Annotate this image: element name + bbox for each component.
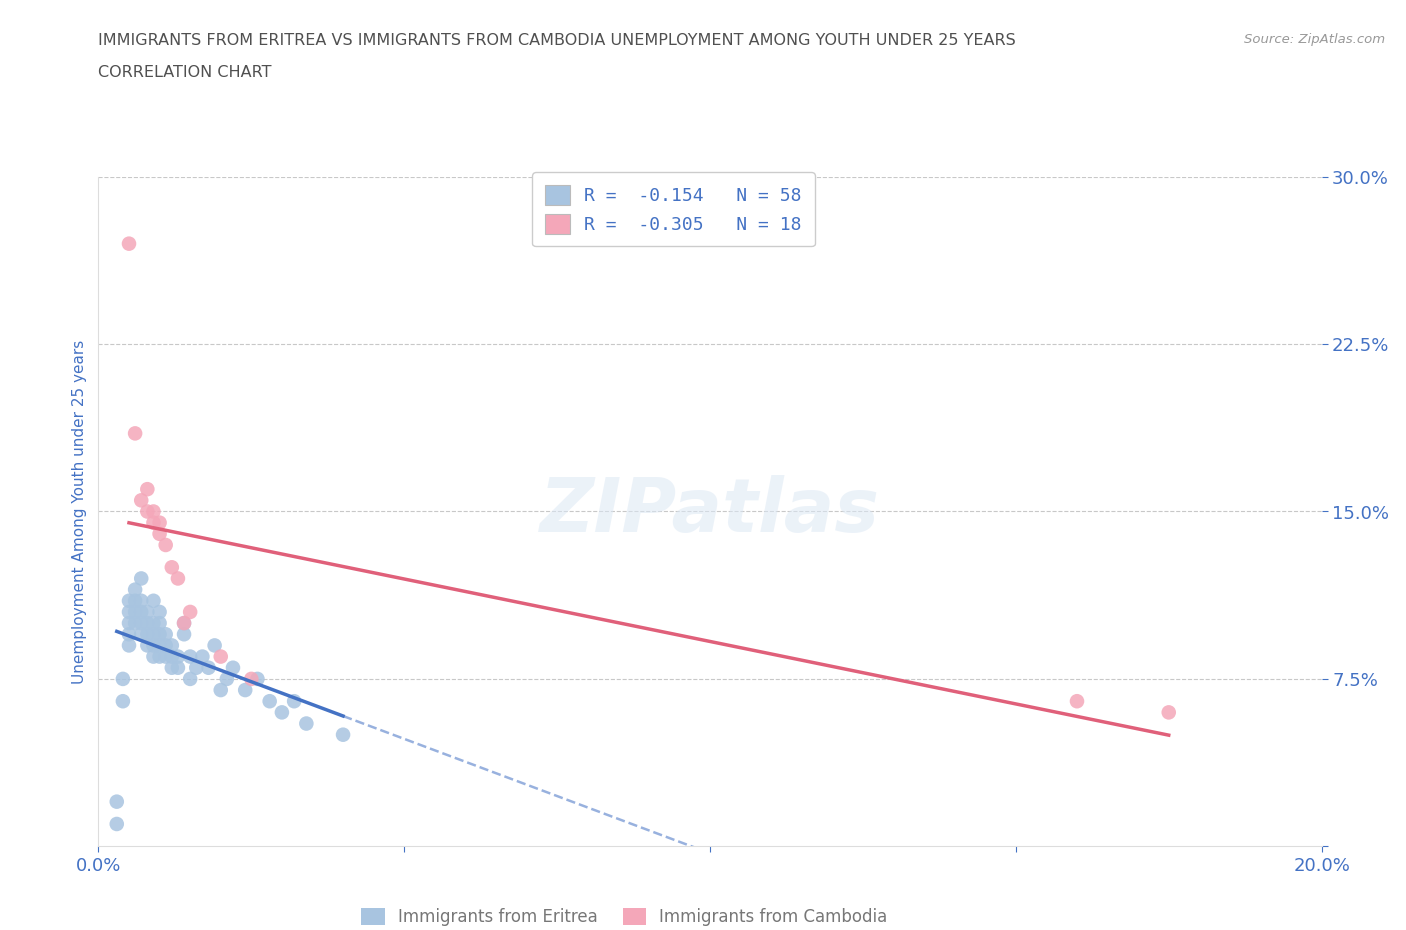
Point [149,649,172,664]
Point [142,638,165,653]
Point [129,604,152,619]
Point [129,493,152,508]
Point [173,616,195,631]
Point [179,649,201,664]
Point [142,627,165,642]
Point [118,236,141,251]
Point [191,649,214,664]
Point [118,593,141,608]
Point [136,638,159,653]
Point [222,660,245,675]
Point [179,671,201,686]
Point [129,593,152,608]
Text: ZIPatlas: ZIPatlas [540,475,880,548]
Point [105,794,128,809]
Point [149,638,172,653]
Point [124,593,146,608]
Point [295,716,318,731]
Point [1157,705,1180,720]
Point [129,627,152,642]
Point [167,660,190,675]
Text: Source: ZipAtlas.com: Source: ZipAtlas.com [1244,33,1385,46]
Point [105,817,128,831]
Point [136,504,159,519]
Point [111,694,134,709]
Point [246,671,269,686]
Point [155,627,177,642]
Point [149,616,172,631]
Point [124,616,146,631]
Point [149,526,172,541]
Point [155,538,177,552]
Point [233,683,256,698]
Point [142,616,165,631]
Point [1066,694,1088,709]
Point [186,660,208,675]
Point [179,604,201,619]
Point [124,582,146,597]
Point [160,660,183,675]
Point [160,560,183,575]
Point [129,571,152,586]
Point [167,571,190,586]
Point [160,649,183,664]
Point [209,683,232,698]
Y-axis label: Unemployment Among Youth under 25 years: Unemployment Among Youth under 25 years [72,339,87,684]
Point [136,482,159,497]
Point [283,694,305,709]
Point [149,604,172,619]
Point [240,671,263,686]
Text: CORRELATION CHART: CORRELATION CHART [98,65,271,80]
Point [173,616,195,631]
Point [270,705,292,720]
Point [142,649,165,664]
Point [118,616,141,631]
Point [124,426,146,441]
Point [215,671,238,686]
Point [149,515,172,530]
Point [118,638,141,653]
Point [209,649,232,664]
Point [197,660,219,675]
Point [149,627,172,642]
Text: IMMIGRANTS FROM ERITREA VS IMMIGRANTS FROM CAMBODIA UNEMPLOYMENT AMONG YOUTH UND: IMMIGRANTS FROM ERITREA VS IMMIGRANTS FR… [98,33,1017,47]
Point [173,627,195,642]
Point [167,649,190,664]
Point [155,649,177,664]
Point [204,638,226,653]
Point [136,627,159,642]
Point [136,616,159,631]
Point [136,604,159,619]
Point [129,616,152,631]
Point [155,638,177,653]
Point [142,515,165,530]
Point [259,694,281,709]
Point [124,604,146,619]
Legend: Immigrants from Eritrea, Immigrants from Cambodia: Immigrants from Eritrea, Immigrants from… [354,901,894,930]
Point [142,504,165,519]
Point [111,671,134,686]
Point [332,727,354,742]
Point [160,638,183,653]
Point [142,593,165,608]
Point [118,627,141,642]
Point [118,604,141,619]
